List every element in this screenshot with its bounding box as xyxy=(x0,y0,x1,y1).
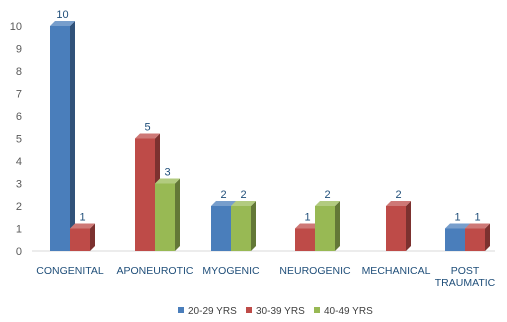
bar-top xyxy=(295,223,320,229)
legend-swatch xyxy=(246,307,252,313)
bar-40-49-yrs-1 xyxy=(155,178,180,251)
bar-top xyxy=(50,21,75,26)
bar-30-39-yrs-0 xyxy=(70,223,95,251)
data-label: 2 xyxy=(324,189,330,201)
bar-front xyxy=(70,228,90,251)
y-tick-label: 8 xyxy=(16,66,22,78)
legend-item: 20-29 YRS xyxy=(178,306,237,317)
category-label: CONGENITAL xyxy=(36,265,104,277)
data-label: 2 xyxy=(240,189,246,201)
bar-top xyxy=(135,133,160,139)
data-labels: 10 1 5 3 2 2 1 2 2 1 1 xyxy=(56,9,480,224)
bar-side xyxy=(70,21,75,251)
category-label: POST xyxy=(451,265,480,277)
y-tick-label: 0 xyxy=(16,246,22,258)
category-label: NEUROGENIC xyxy=(279,265,351,277)
legend-item: 40-49 YRS xyxy=(314,306,373,317)
bar-40-49-yrs-3 xyxy=(315,201,340,251)
bar-20-29-yrs-0 xyxy=(50,21,75,251)
legend-swatch xyxy=(178,307,184,313)
data-label: 10 xyxy=(56,9,68,21)
bar-front xyxy=(465,228,485,251)
bar-top xyxy=(211,201,236,206)
bar-front xyxy=(50,26,70,251)
bar-top xyxy=(445,223,470,229)
bar-front xyxy=(135,138,155,251)
data-label: 1 xyxy=(304,212,310,224)
bar-side xyxy=(175,178,180,251)
y-tick-label: 6 xyxy=(16,111,22,123)
legend-label: 30-39 YRS xyxy=(256,306,305,317)
bar-top xyxy=(155,178,180,184)
y-tick-label: 5 xyxy=(16,134,22,146)
y-tick-label: 10 xyxy=(10,21,22,33)
bar-40-49-yrs-2 xyxy=(231,201,256,251)
bars xyxy=(50,21,490,251)
bar-front xyxy=(231,206,251,251)
legend-item: 30-39 YRS xyxy=(246,306,305,317)
bar-front xyxy=(295,228,315,251)
bar-side xyxy=(485,223,490,251)
data-label: 3 xyxy=(164,167,170,179)
bar-side xyxy=(406,201,411,251)
y-tick-label: 2 xyxy=(16,201,22,213)
data-label: 5 xyxy=(144,122,150,134)
bar-30-39-yrs-5 xyxy=(465,223,490,251)
bar-side xyxy=(90,223,95,251)
y-tick-label: 9 xyxy=(16,44,22,56)
y-tick-label: 4 xyxy=(16,156,22,168)
category-label: MECHANICAL xyxy=(362,265,431,277)
bar-top xyxy=(465,223,490,229)
bar-front xyxy=(155,183,175,251)
data-label: 2 xyxy=(220,189,226,201)
bar-front xyxy=(386,206,406,251)
bar-side xyxy=(251,201,256,251)
legend-label: 20-29 YRS xyxy=(188,306,237,317)
bar-front xyxy=(445,228,465,251)
category-label: TRAUMATIC xyxy=(435,277,496,289)
bar-30-39-yrs-4 xyxy=(386,201,411,251)
category-label: APONEUROTIC xyxy=(116,265,193,277)
bar-top xyxy=(231,201,256,206)
data-label: 1 xyxy=(79,212,85,224)
y-tick-label: 7 xyxy=(16,89,22,101)
y-axis: 0 1 2 3 4 5 6 7 8 9 10 xyxy=(10,21,495,258)
bar-front xyxy=(315,206,335,251)
bar-front xyxy=(211,206,231,251)
y-tick-label: 3 xyxy=(16,179,22,191)
data-label: 2 xyxy=(395,189,401,201)
legend: 20-29 YRS 30-39 YRS 40-49 YRS xyxy=(178,306,373,317)
legend-swatch xyxy=(314,307,320,313)
x-axis-categories: CONGENITAL APONEUROTIC MYOGENIC NEUROGENIC M… xyxy=(36,265,495,289)
bar-top xyxy=(386,201,411,206)
data-label: 1 xyxy=(474,212,480,224)
legend-label: 40-49 YRS xyxy=(324,306,373,317)
data-label: 1 xyxy=(454,212,460,224)
category-label: MYOGENIC xyxy=(202,265,260,277)
bar-side xyxy=(335,201,340,251)
bar-top xyxy=(315,201,340,206)
y-tick-label: 1 xyxy=(16,224,22,236)
bar-top xyxy=(70,223,95,229)
